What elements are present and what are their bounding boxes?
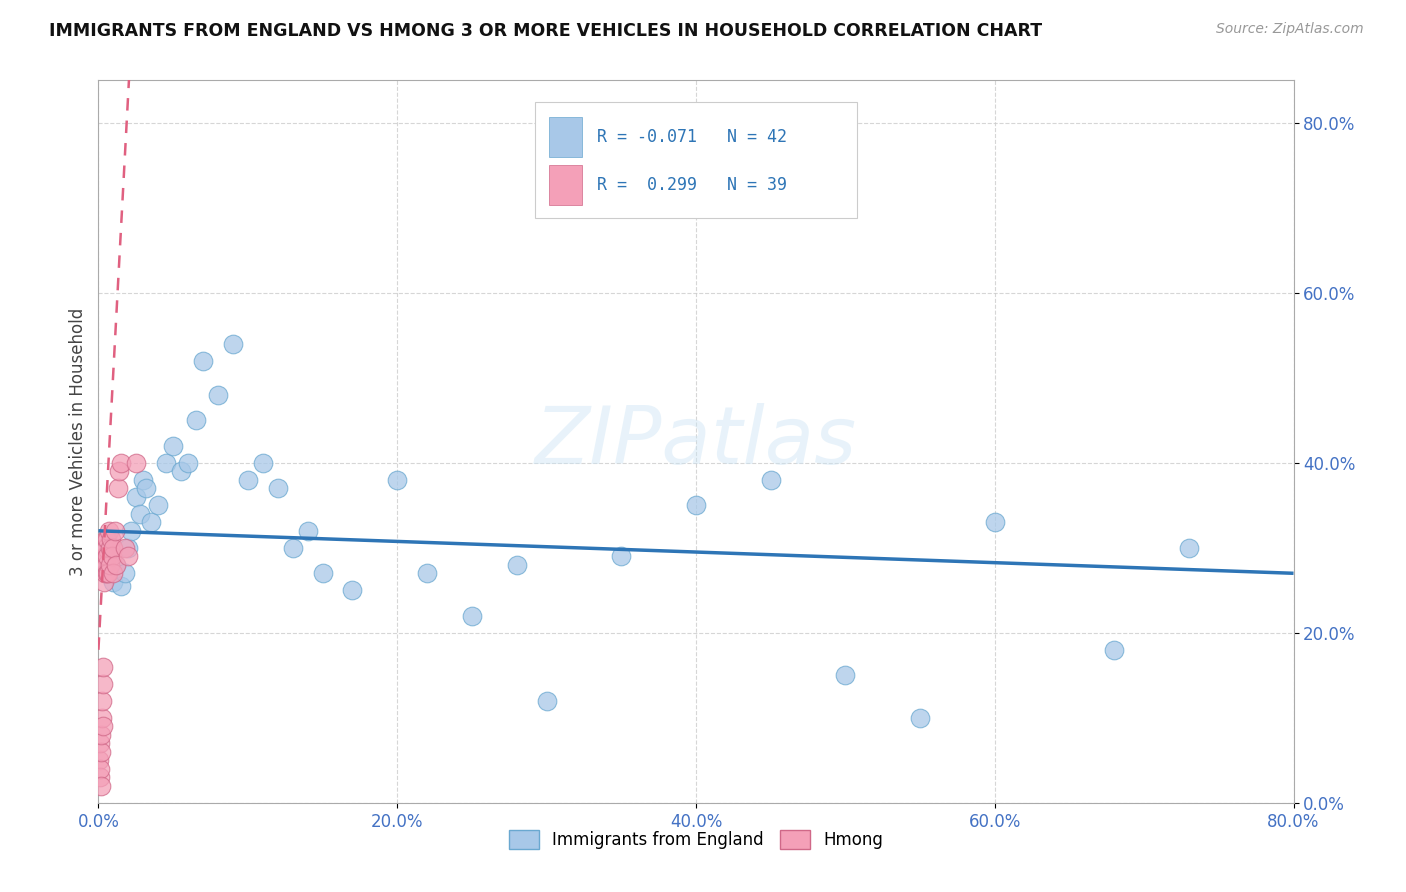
Point [89,762,111,776]
Point [97,566,120,581]
Point [117,549,139,564]
Point [222,336,245,351]
Point [97,524,120,538]
Point [252,456,274,470]
Point [103,541,125,555]
Point [108,464,131,478]
Point [162,439,184,453]
Point [984,516,1007,530]
Point [94,549,117,564]
Point [117,541,139,555]
Legend: Immigrants from England, Hmong: Immigrants from England, Hmong [502,823,890,856]
Bar [548,117,582,156]
Point [104,524,127,538]
Point [342,583,364,598]
Point [139,516,162,530]
Point [148,498,170,512]
Point [93,558,115,572]
Point [91,660,114,674]
Point [281,541,304,555]
Point [101,549,124,564]
Point [236,473,259,487]
Point [184,413,207,427]
Text: R = -0.071   N = 42: R = -0.071 N = 42 [596,128,787,145]
Point [90,711,112,725]
Point [155,456,177,470]
Point [93,541,115,555]
Point [132,473,155,487]
Point [177,456,200,470]
Point [90,745,112,759]
Point [267,481,290,495]
Point [98,558,121,572]
Y-axis label: 3 or more Vehicles in Household: 3 or more Vehicles in Household [69,308,87,575]
Point [461,608,484,623]
Point [101,566,124,581]
Point [908,711,931,725]
Point [105,558,128,572]
Point [96,566,118,581]
Point [89,753,111,767]
Text: ZIPatlas: ZIPatlas [534,402,858,481]
Point [96,549,118,564]
Point [311,566,333,581]
Point [90,779,112,793]
Point [89,770,111,784]
Point [125,456,148,470]
Point [94,533,117,547]
Point [107,481,129,495]
Point [610,549,633,564]
Point [96,541,118,555]
Text: R =  0.299   N = 39: R = 0.299 N = 39 [596,176,787,194]
Point [125,490,148,504]
Point [536,694,558,708]
Point [114,566,136,581]
Point [120,524,142,538]
Point [98,541,122,555]
Point [103,574,125,589]
Point [169,464,191,478]
Point [759,473,782,487]
Point [114,541,136,555]
Point [96,562,118,576]
Point [90,728,112,742]
Point [129,507,152,521]
Point [834,668,856,682]
Point [91,694,114,708]
Point [93,566,115,581]
FancyBboxPatch shape [534,102,858,218]
Point [110,456,132,470]
Point [416,566,439,581]
Point [89,736,111,750]
Text: Source: ZipAtlas.com: Source: ZipAtlas.com [1216,22,1364,37]
Point [94,558,117,572]
Point [105,558,128,572]
Point [685,498,707,512]
Point [91,677,114,691]
Point [1104,642,1126,657]
Point [93,541,115,555]
Bar [548,165,582,205]
Text: IMMIGRANTS FROM ENGLAND VS HMONG 3 OR MORE VEHICLES IN HOUSEHOLD CORRELATION CHA: IMMIGRANTS FROM ENGLAND VS HMONG 3 OR MO… [49,22,1042,40]
Point [93,574,115,589]
Point [506,558,529,572]
Point [91,719,114,733]
Point [207,388,229,402]
Point [385,473,409,487]
Point [297,524,319,538]
Point [100,533,122,547]
Point [191,353,214,368]
Point [1178,541,1201,555]
Point [135,481,157,495]
Point [110,579,132,593]
Point [96,533,118,547]
